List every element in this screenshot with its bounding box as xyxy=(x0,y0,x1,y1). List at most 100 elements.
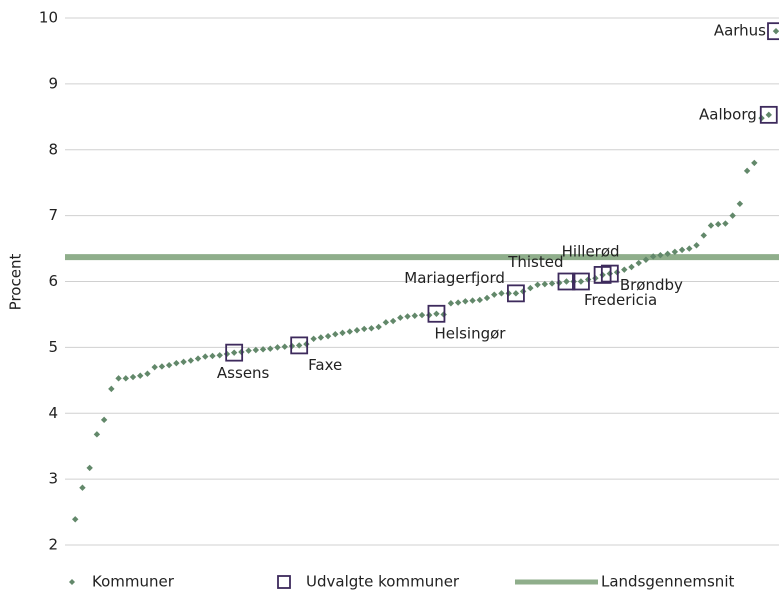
point-label: Mariagerfjord xyxy=(404,269,505,287)
legend-label: Landsgennemsnit xyxy=(601,573,734,591)
point xyxy=(483,294,491,302)
point xyxy=(715,220,722,228)
point xyxy=(144,370,151,377)
point xyxy=(686,245,693,252)
point xyxy=(671,248,679,256)
point xyxy=(765,111,772,119)
point xyxy=(194,355,202,362)
point-label: Aarhus xyxy=(714,22,766,40)
point xyxy=(317,334,325,341)
highlight-square xyxy=(600,264,619,283)
point xyxy=(274,344,281,351)
point xyxy=(512,290,520,297)
y-tick-label: 9 xyxy=(48,74,58,92)
point xyxy=(433,310,440,317)
y-tick-label: 8 xyxy=(48,140,58,158)
point xyxy=(295,342,303,349)
point xyxy=(700,232,707,239)
y-tick-label: 4 xyxy=(48,404,58,422)
point xyxy=(389,317,397,325)
point xyxy=(375,323,382,331)
point xyxy=(541,280,549,288)
point-label: Brøndby xyxy=(620,276,683,294)
point xyxy=(772,27,779,35)
point xyxy=(202,353,209,360)
point xyxy=(743,167,751,175)
point xyxy=(165,361,173,369)
point xyxy=(310,335,317,343)
point xyxy=(245,347,252,354)
point xyxy=(108,385,115,393)
point xyxy=(736,200,744,207)
point xyxy=(281,343,288,350)
point xyxy=(216,352,223,359)
point xyxy=(469,297,476,304)
point xyxy=(324,332,332,340)
point-label: Faxe xyxy=(308,356,342,374)
legend-label: Kommuner xyxy=(92,573,175,591)
highlight-square xyxy=(557,272,576,291)
point-label: Hillerød xyxy=(562,242,620,260)
point xyxy=(180,358,187,366)
point xyxy=(498,290,505,297)
highlight-square xyxy=(225,343,244,362)
point xyxy=(657,251,664,259)
point xyxy=(418,311,426,319)
point xyxy=(100,416,108,424)
highlight-square xyxy=(507,284,525,303)
point xyxy=(129,373,137,381)
y-tick-label: 3 xyxy=(48,470,58,488)
point xyxy=(158,363,166,370)
point xyxy=(230,349,238,356)
y-tick-label: 5 xyxy=(48,338,58,356)
point xyxy=(462,298,469,305)
point xyxy=(173,359,180,367)
point xyxy=(267,345,274,352)
point xyxy=(122,375,129,382)
y-tick-label: 2 xyxy=(48,536,58,554)
point xyxy=(577,278,585,285)
point xyxy=(187,357,195,364)
point xyxy=(722,220,729,227)
point xyxy=(115,375,122,382)
highlight-square xyxy=(759,105,778,124)
y-tick-label: 6 xyxy=(48,272,58,290)
point xyxy=(79,484,86,491)
highlight-square xyxy=(427,304,446,323)
point-label: Assens xyxy=(217,364,270,382)
highlight-square xyxy=(572,272,590,291)
point xyxy=(527,284,534,292)
point xyxy=(332,331,339,338)
highlight-square xyxy=(767,22,779,41)
point xyxy=(693,242,700,249)
point xyxy=(93,431,101,438)
point xyxy=(137,372,144,379)
y-axis-label: Procent xyxy=(7,254,25,311)
point xyxy=(368,325,375,332)
point xyxy=(664,250,671,258)
point xyxy=(252,346,260,354)
point xyxy=(491,291,498,298)
point xyxy=(361,325,368,333)
highlight-square xyxy=(290,336,309,355)
point xyxy=(151,363,158,371)
point xyxy=(534,281,541,288)
point-label: Thisted xyxy=(507,253,563,271)
point xyxy=(447,300,455,307)
point xyxy=(454,299,462,306)
point xyxy=(635,259,642,267)
point xyxy=(729,212,736,219)
point xyxy=(339,329,346,337)
point-label: Fredericia xyxy=(584,291,657,309)
point xyxy=(628,263,635,271)
legend-symbol xyxy=(69,579,75,585)
point xyxy=(649,253,657,260)
point xyxy=(621,266,628,273)
point xyxy=(72,516,79,523)
point xyxy=(476,296,483,304)
point xyxy=(382,319,390,326)
y-tick-label: 7 xyxy=(48,206,58,224)
point xyxy=(751,159,758,167)
point-label: Aalborg xyxy=(699,105,757,123)
